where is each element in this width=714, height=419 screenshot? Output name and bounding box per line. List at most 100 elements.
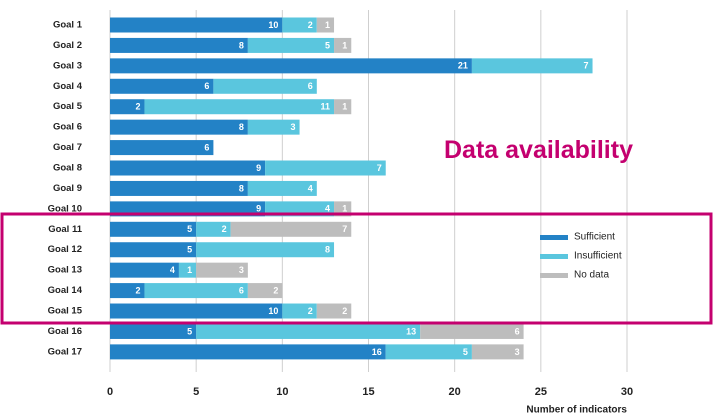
bar-segment: [110, 17, 283, 33]
bar-segment: [282, 17, 317, 33]
bar-segment: [110, 221, 197, 237]
bar-segment: [213, 78, 317, 94]
bar-segment: [196, 221, 231, 237]
x-tick-label: 25: [535, 386, 547, 398]
y-tick-label: Goal 6: [53, 122, 82, 133]
y-tick-label: Goal 7: [53, 142, 82, 153]
bar-segment: [334, 37, 352, 53]
data-label: 6: [308, 81, 313, 91]
data-label: 7: [584, 61, 589, 71]
bar-segment: [420, 323, 524, 339]
bar-segment: [110, 140, 214, 156]
data-label: 4: [170, 265, 175, 275]
bar-segment: [247, 37, 335, 53]
y-tick-label: Goal 5: [53, 101, 83, 112]
x-tick-label: 20: [449, 386, 461, 398]
bar-segment: [110, 303, 283, 319]
data-label: 7: [377, 163, 382, 173]
bar-segment: [334, 99, 352, 115]
y-tick-label: Goal 11: [48, 224, 83, 235]
legend-label: No data: [574, 270, 609, 281]
data-label: 9: [256, 163, 261, 173]
data-label: 11: [321, 102, 331, 112]
y-tick-label: Goal 4: [53, 81, 83, 92]
highlight-box: [0, 212, 713, 325]
bar-segment: [110, 99, 145, 115]
data-label: 9: [256, 204, 261, 214]
bar-segment: [196, 242, 335, 258]
bar-segment: [316, 17, 335, 33]
bar-segment: [282, 303, 317, 319]
data-label: 5: [325, 40, 330, 50]
bar-segment: [110, 37, 248, 53]
data-label: 2: [222, 224, 227, 234]
bar-segment: [196, 262, 248, 278]
data-label: 6: [515, 326, 520, 336]
y-tick-label: Goal 10: [48, 203, 82, 214]
data-label: 2: [135, 102, 140, 112]
bar-segment: [196, 323, 421, 339]
bar-segment: [316, 303, 352, 319]
data-label: 1: [342, 204, 347, 214]
y-tick-label: Goal 16: [48, 326, 82, 337]
bar-segment: [471, 58, 593, 74]
data-label: 8: [239, 40, 244, 50]
bar-segment: [110, 323, 197, 339]
data-label: 1: [187, 265, 192, 275]
x-tick-label: 0: [107, 386, 113, 398]
bar-segment: [110, 58, 472, 74]
legend-label: Insufficient: [574, 251, 622, 262]
legend-swatch: [540, 273, 568, 278]
data-label: 21: [458, 61, 468, 71]
legend-swatch: [540, 235, 568, 240]
y-tick-label: Goal 12: [48, 244, 82, 255]
data-label: 2: [308, 20, 313, 30]
bar-segment: [144, 99, 335, 115]
data-label: 3: [291, 122, 296, 132]
data-label: 5: [187, 245, 192, 255]
data-label: 2: [342, 306, 347, 316]
legend-swatch: [540, 254, 568, 259]
data-label: 2: [135, 285, 140, 295]
data-label: 6: [239, 285, 244, 295]
data-label: 16: [372, 347, 382, 357]
data-label: 5: [187, 224, 192, 234]
bar-segment: [247, 283, 283, 299]
bar-segment: [110, 180, 248, 196]
bar-segment: [110, 344, 386, 360]
data-label: 2: [273, 285, 278, 295]
x-axis-label: Number of indicators: [526, 405, 627, 416]
bar-segment: [110, 262, 179, 278]
y-tick-label: Goal 15: [48, 306, 83, 317]
bar-segment: [110, 160, 266, 176]
data-label: 2: [308, 306, 313, 316]
data-label: 8: [239, 122, 244, 132]
bar-segment: [385, 344, 472, 360]
data-label: 10: [268, 20, 278, 30]
data-label: 3: [515, 347, 520, 357]
legend-label: Sufficient: [574, 232, 615, 243]
bar-segment: [110, 283, 145, 299]
y-tick-label: Goal 13: [48, 265, 82, 276]
data-label: 3: [239, 265, 244, 275]
data-label: 5: [187, 326, 192, 336]
y-tick-label: Goal 8: [53, 163, 82, 174]
bar-segment: [265, 160, 386, 176]
data-label: 4: [325, 204, 330, 214]
y-tick-label: Goal 1: [53, 20, 83, 31]
x-tick-label: 10: [276, 386, 288, 398]
annotation: Data availability: [444, 136, 633, 164]
x-tick-label: 30: [621, 386, 633, 398]
bar-segment: [247, 180, 317, 196]
y-tick-label: Goal 9: [53, 183, 82, 194]
bar-segment: [144, 283, 248, 299]
x-tick-label: 15: [362, 386, 374, 398]
y-tick-label: Goal 14: [48, 285, 83, 296]
bar-segment: [178, 262, 197, 278]
bar-segment: [110, 242, 197, 258]
data-label: 10: [268, 306, 278, 316]
bar-segment: [247, 119, 300, 135]
bar-segment: [110, 78, 214, 94]
bar-segment: [230, 221, 352, 237]
